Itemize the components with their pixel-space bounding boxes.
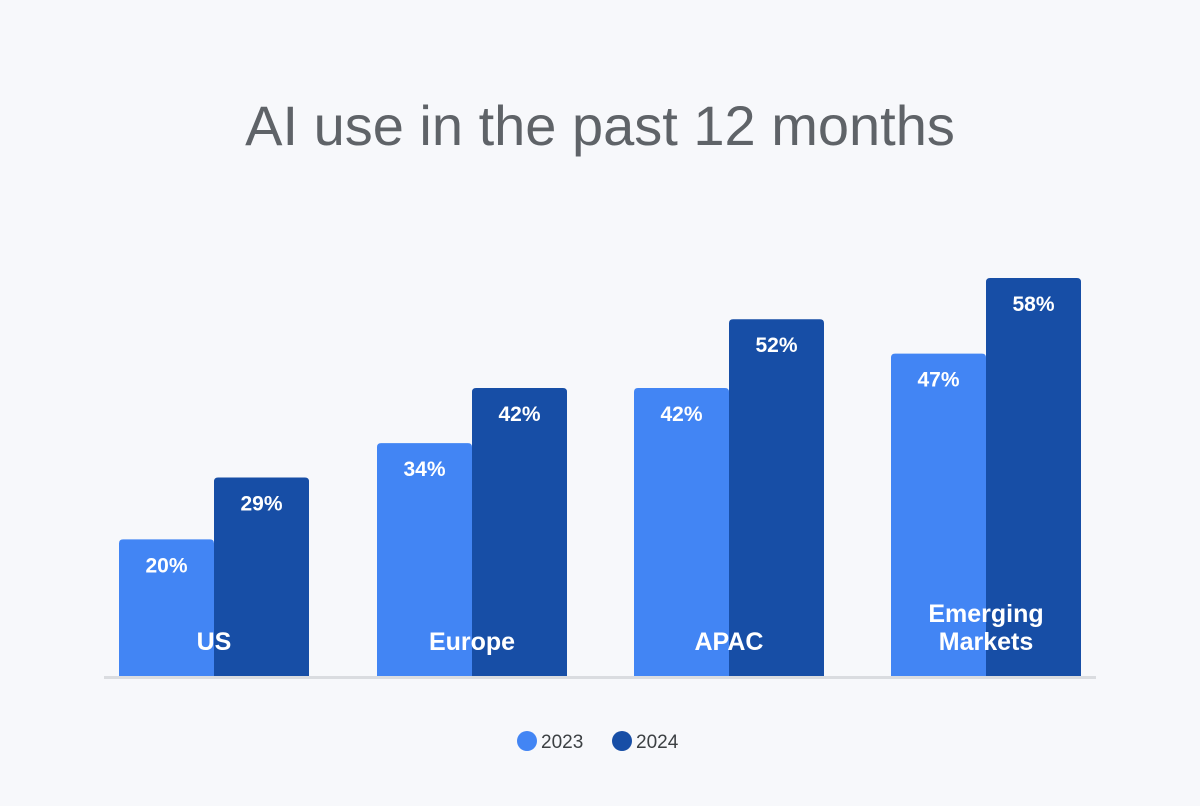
bar-value-label: 42% xyxy=(498,403,540,426)
bar-value-label: 58% xyxy=(1012,293,1054,316)
bar-2023 xyxy=(119,539,214,677)
chart-title: AI use in the past 12 months xyxy=(245,94,955,157)
bar-group: 42% 34% Europe xyxy=(377,388,567,677)
bar-value-label: 29% xyxy=(240,492,282,515)
bar-2024 xyxy=(472,388,567,677)
bar-2024 xyxy=(214,477,309,677)
legend-label: 2024 xyxy=(636,732,679,753)
legend-item: 2024 xyxy=(612,731,679,753)
bar-value-label: 34% xyxy=(403,458,445,481)
legend-swatch xyxy=(517,731,537,751)
bar-2024 xyxy=(986,277,1081,677)
bar-group: 52% 42% APAC xyxy=(634,319,824,677)
bar-value-label: 20% xyxy=(145,554,187,577)
bar-2024 xyxy=(729,319,824,677)
bar-2023 xyxy=(377,443,472,677)
category-label: APAC xyxy=(695,628,764,656)
bar-value-label: 47% xyxy=(917,369,959,392)
legend-swatch xyxy=(612,731,632,751)
bar-value-label: 42% xyxy=(660,403,702,426)
category-label: Europe xyxy=(429,628,515,656)
legend-item: 2023 xyxy=(517,731,583,753)
category-label: Emerging xyxy=(928,600,1043,628)
category-label: Markets xyxy=(939,628,1034,656)
category-label: US xyxy=(197,628,232,656)
bar-2023 xyxy=(634,388,729,677)
bar-value-label: 52% xyxy=(755,334,797,357)
bar-group: 29% 20% US xyxy=(119,477,309,677)
legend-label: 2023 xyxy=(541,732,583,753)
bars-layer: 29% 20% US 42% 34% Europe 52% 42% APAC 58% 47% Emer… xyxy=(119,277,1081,677)
bar-2023 xyxy=(891,353,986,677)
legend: 2023 2024 xyxy=(517,731,679,753)
